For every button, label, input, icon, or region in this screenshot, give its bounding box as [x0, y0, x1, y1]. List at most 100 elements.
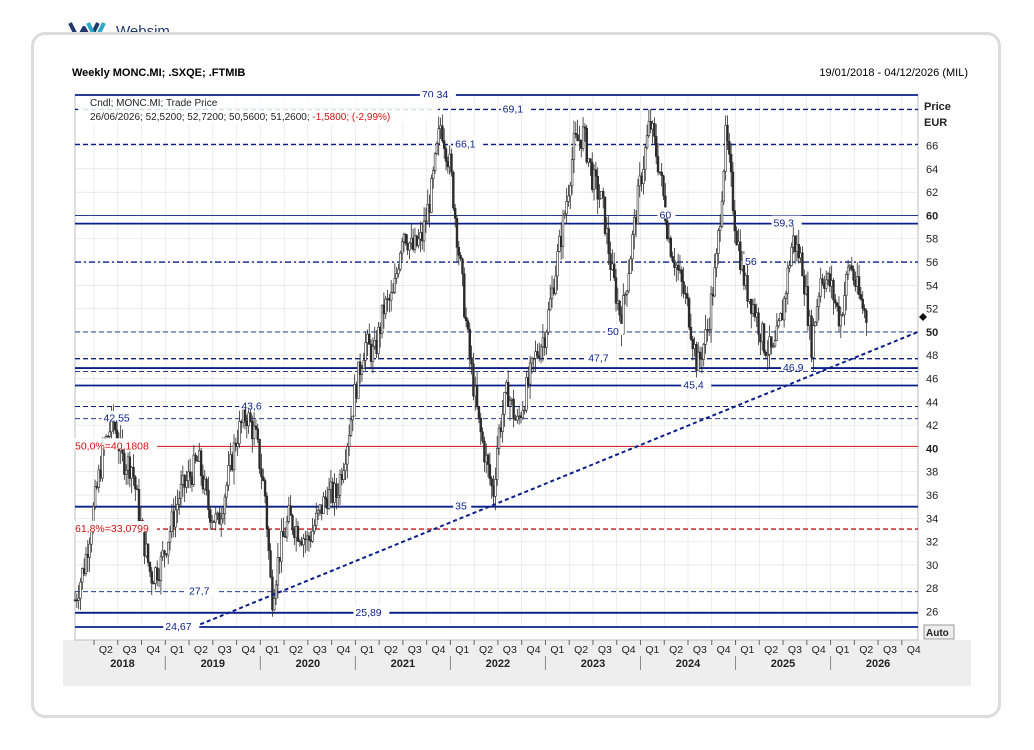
candle-body — [631, 234, 634, 260]
candle-body — [249, 412, 252, 422]
candle-body — [576, 134, 579, 142]
candle-body — [137, 489, 141, 523]
legend-change: -1,5800; (-2,99%) — [312, 112, 390, 123]
candle-body — [563, 213, 567, 216]
candle-body — [134, 476, 137, 490]
candle-body — [84, 553, 88, 574]
candle-body — [735, 230, 738, 245]
candle-body — [342, 470, 345, 480]
candle-body — [214, 513, 217, 523]
candle-body — [362, 360, 365, 369]
y-tick-label: 54 — [926, 280, 938, 292]
candle-body — [852, 269, 855, 281]
candle-body — [574, 133, 577, 136]
candle-body — [775, 325, 779, 341]
candle-body — [753, 304, 757, 318]
candle-body — [512, 398, 515, 420]
candle-body — [280, 531, 283, 562]
candle-body — [360, 368, 364, 375]
candle-body — [636, 185, 640, 225]
candle-body — [159, 556, 163, 581]
y-tick-label: 66 — [926, 141, 938, 153]
candle-body — [199, 450, 203, 477]
candle-body — [676, 264, 680, 271]
candle-body — [263, 480, 267, 497]
candle-body — [336, 494, 340, 498]
x-quarter-label: Q2 — [574, 644, 588, 656]
x-quarter-label: Q3 — [693, 644, 707, 656]
level-label: 56 — [745, 256, 757, 268]
x-year-label: 2025 — [771, 658, 795, 670]
x-quarter-label: Q3 — [408, 644, 422, 656]
level-label-bg — [771, 215, 802, 227]
level-label-bg — [781, 360, 812, 372]
candle-body — [472, 363, 475, 397]
auto-button[interactable] — [923, 624, 955, 640]
x-year-label: 2023 — [581, 658, 605, 670]
candle-body — [850, 265, 853, 270]
candle-body — [450, 153, 453, 173]
candle-body — [697, 351, 700, 371]
candle-body — [777, 320, 780, 327]
x-quarter-label: Q2 — [669, 644, 683, 656]
candle-body — [717, 230, 720, 254]
candle-body — [223, 496, 227, 515]
level-label: 59,3 — [774, 218, 795, 230]
x-quarter-label: Q4 — [336, 644, 350, 656]
candle-body — [530, 358, 534, 364]
candle-body — [150, 571, 153, 584]
candle-body — [567, 195, 570, 202]
level-label: 66,1 — [455, 138, 476, 150]
candle-body — [596, 175, 599, 200]
candle-body — [322, 496, 325, 514]
candle-body — [302, 538, 305, 546]
level-label: 43,6 — [241, 400, 262, 412]
candle-body — [79, 581, 82, 599]
candle-body — [682, 281, 685, 294]
candle-body — [598, 198, 601, 200]
candle-body — [594, 169, 598, 177]
candle-body — [770, 336, 773, 348]
candle-body — [523, 409, 526, 412]
candle-body — [724, 124, 727, 172]
x-quarter-label: Q3 — [788, 644, 802, 656]
level-label: 42,55 — [104, 413, 130, 425]
date-range: 19/01/2018 - 04/12/2026 (MIL) — [819, 67, 968, 79]
candle-body — [687, 298, 691, 328]
y-tick-label: 64 — [926, 164, 938, 176]
candle-body — [673, 260, 676, 268]
candle-body — [77, 597, 80, 601]
candle-body — [220, 518, 223, 525]
candle-body — [395, 273, 398, 279]
candle-body — [311, 530, 314, 542]
candle-body — [335, 483, 338, 498]
candle-body — [607, 228, 610, 254]
candle-body — [225, 484, 228, 498]
candle-body — [417, 238, 420, 246]
level-label: 45,4 — [683, 380, 704, 392]
candle-body — [726, 124, 729, 142]
candle-body — [490, 478, 493, 487]
candle-body — [627, 273, 630, 292]
candle-body — [324, 496, 327, 499]
candle-body — [713, 267, 716, 297]
candle-body — [475, 385, 479, 408]
candle-body — [459, 255, 462, 260]
candle-body — [81, 568, 84, 583]
candle-body — [194, 454, 197, 461]
candle-body — [497, 427, 501, 449]
level-label-bg — [73, 521, 157, 533]
candle-body — [167, 541, 170, 556]
chart-title: Weekly MONC.MI; .SXQE; .FTMIB — [72, 67, 246, 79]
y-tick-label: 56 — [926, 257, 938, 269]
candle-body — [483, 440, 486, 463]
candle-body — [400, 241, 404, 254]
candle-body — [841, 314, 844, 316]
x-quarter-label: Q4 — [907, 644, 921, 656]
candle-body — [163, 550, 166, 555]
candle-body — [271, 576, 274, 611]
level-label-bg — [353, 604, 390, 616]
candle-body — [547, 309, 550, 333]
candle-body — [433, 153, 437, 172]
